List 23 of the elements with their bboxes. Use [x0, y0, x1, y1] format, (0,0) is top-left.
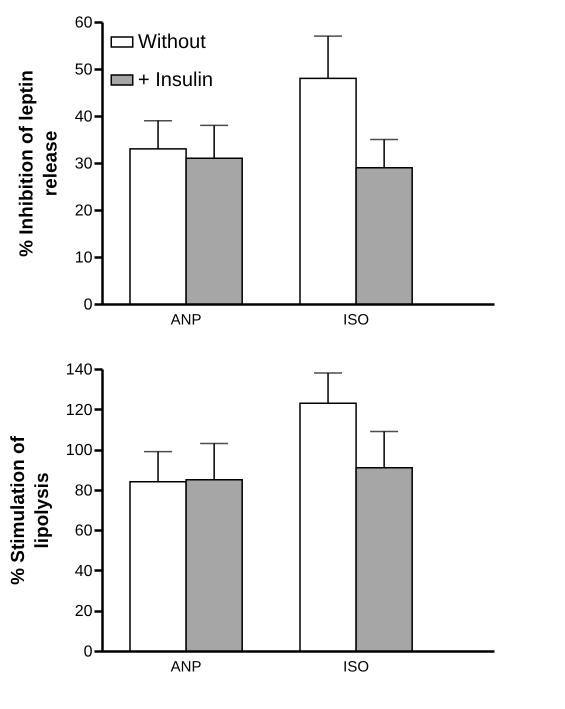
y-tick-label: 0	[84, 644, 93, 660]
x-tick-label: ANP	[170, 658, 202, 676]
y-tick-label: 40	[74, 562, 93, 580]
y-tick-label: 30	[74, 156, 93, 172]
y-tick-label: 140	[66, 362, 93, 378]
x-tick-label: ISO	[343, 312, 370, 328]
y-tick-label: 120	[66, 402, 93, 419]
y-tick-label: 20	[74, 202, 93, 220]
legend-label: + Insulin	[138, 69, 214, 91]
y-tick-label: 40	[74, 108, 93, 126]
x-tick-label: ANP	[170, 312, 202, 328]
y-tick-label: 60	[74, 522, 93, 540]
y-tick-label: 0	[84, 296, 93, 314]
x-tick-label: ISO	[343, 658, 370, 676]
y-tick-label: 80	[74, 482, 93, 500]
y-tick-label: 100	[66, 442, 93, 460]
y-tick-label: 60	[74, 14, 93, 32]
legend-label: Without	[138, 31, 206, 53]
y-axis-title: % Stimulation of lipolysis	[8, 435, 53, 585]
y-tick-label: 20	[74, 603, 93, 620]
y-tick-label: 10	[74, 250, 93, 266]
y-axis-title: % Inhibition of leptin release	[16, 70, 62, 257]
y-tick-label: 50	[74, 62, 93, 78]
